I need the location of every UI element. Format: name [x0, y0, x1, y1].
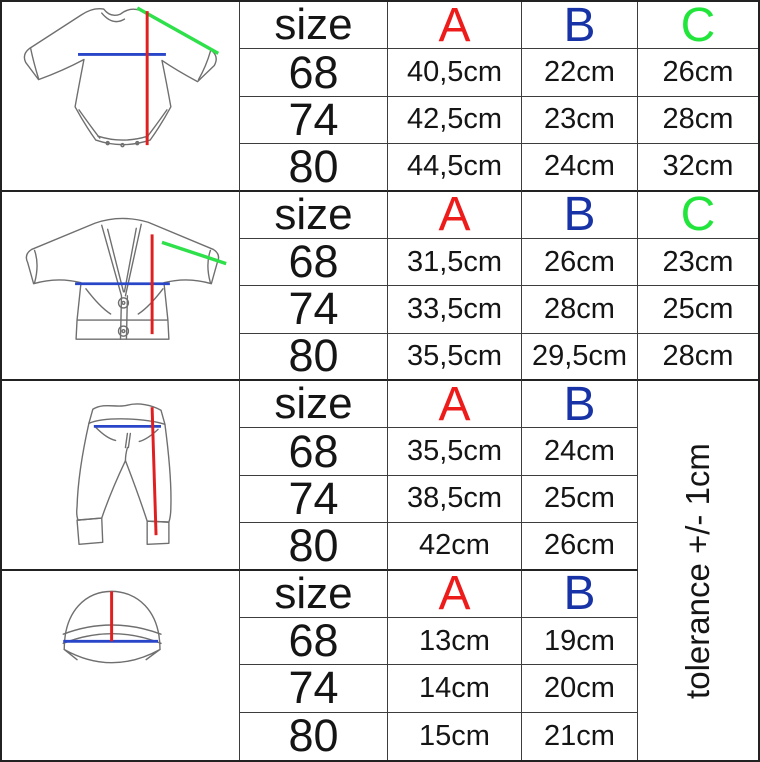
length-line-a: [150, 407, 158, 536]
button-hole: [121, 328, 126, 333]
size-header: size: [240, 381, 388, 429]
col-b-header: B: [522, 381, 638, 429]
size-cell: 80: [240, 523, 388, 571]
size-cell: 68: [240, 238, 388, 287]
button: [117, 324, 130, 337]
button-hole: [121, 300, 126, 305]
col-a-header: A: [388, 381, 522, 429]
measurement-b: 29,5cm: [522, 333, 638, 381]
size-cell: 68: [240, 49, 388, 97]
sleeve-line-c: [161, 240, 227, 265]
bodysuit-outline: [23, 7, 217, 146]
size-cell: 74: [240, 665, 388, 713]
size-cell: 68: [240, 617, 388, 666]
measurement-b: 23cm: [522, 96, 638, 145]
snap-dot: [135, 140, 140, 146]
measurement-b: 25cm: [522, 475, 638, 524]
col-a-header: A: [388, 570, 522, 618]
measurement-a: 35,5cm: [388, 428, 522, 476]
measurement-a: 13cm: [388, 617, 522, 666]
measurement-a: 44,5cm: [388, 144, 522, 192]
measurement-a: 15cm: [388, 712, 522, 760]
bodysuit-drawing: [23, 6, 220, 148]
pants-drawing: [76, 403, 172, 546]
measurement-b: 26cm: [522, 238, 638, 287]
measurement-b: 21cm: [522, 712, 638, 760]
measurement-c: 28cm: [638, 96, 758, 145]
hat-drawing: [62, 590, 162, 663]
cardigan-details: [33, 223, 212, 340]
size-cell: 80: [240, 333, 388, 381]
col-b-header: B: [522, 2, 638, 50]
measurement-c: 32cm: [638, 144, 758, 192]
measurement-b: 24cm: [522, 144, 638, 192]
size-cell: 74: [240, 475, 388, 524]
measurement-c: 23cm: [638, 238, 758, 287]
measurement-a: 14cm: [388, 665, 522, 713]
size-cell: 80: [240, 144, 388, 192]
measurement-a: 31,5cm: [388, 238, 522, 287]
snap-dot: [120, 142, 125, 148]
cardigan-outline: [25, 217, 220, 340]
size-cell: 68: [240, 428, 388, 476]
col-c-header: C: [638, 2, 758, 50]
col-b-header: B: [522, 570, 638, 618]
bodysuit-details: [29, 12, 212, 141]
col-a-header: A: [388, 2, 522, 50]
size-cell: 74: [240, 286, 388, 334]
measurement-c: 25cm: [638, 286, 758, 334]
measurement-a: 35,5cm: [388, 333, 522, 381]
size-header: size: [240, 191, 388, 239]
measurement-b: 19cm: [522, 617, 638, 666]
button: [117, 296, 130, 309]
measurement-c: 28cm: [638, 333, 758, 381]
col-c-header: C: [638, 191, 758, 239]
size-header: size: [240, 2, 388, 50]
sleeve-line-c: [136, 6, 220, 55]
measurement-a: 40,5cm: [388, 49, 522, 97]
hat-dome-outline: [63, 590, 161, 650]
tolerance-cell: tolerance +/- 1cm: [638, 381, 758, 760]
hat-drawing-cell: [2, 570, 240, 760]
measurement-a: 33,5cm: [388, 286, 522, 334]
cardigan-drawing-cell: [2, 191, 240, 381]
measurement-b: 20cm: [522, 665, 638, 713]
col-b-header: B: [522, 191, 638, 239]
measurement-a: 42,5cm: [388, 96, 522, 145]
bodysuit-drawing-cell: [2, 2, 240, 192]
size-cell: 80: [240, 712, 388, 760]
measurement-b: 28cm: [522, 286, 638, 334]
measurement-c: 26cm: [638, 49, 758, 97]
cardigan-drawing: [25, 217, 227, 340]
measurement-b: 26cm: [522, 523, 638, 571]
measurement-b: 22cm: [522, 49, 638, 97]
size-cell: 74: [240, 96, 388, 145]
measurement-b: 24cm: [522, 428, 638, 476]
tolerance-note: tolerance +/- 1cm: [679, 442, 716, 699]
measurement-a: 42cm: [388, 523, 522, 571]
pants-drawing-cell: [2, 381, 240, 571]
pants-details: [76, 418, 170, 546]
size-header: size: [240, 570, 388, 618]
snap-dot: [105, 140, 110, 146]
measurement-a: 38,5cm: [388, 475, 522, 524]
col-a-header: A: [388, 191, 522, 239]
